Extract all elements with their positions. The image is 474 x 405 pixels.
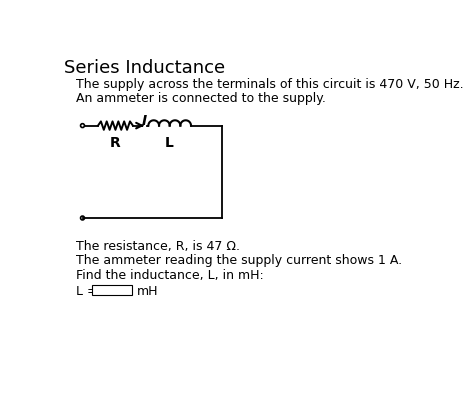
Bar <box>92 285 132 295</box>
Text: The supply across the terminals of this circuit is 470 V, 50 Hz.: The supply across the terminals of this … <box>76 78 464 91</box>
Text: mH: mH <box>137 285 158 298</box>
Text: Find the inductance, L, in mH:: Find the inductance, L, in mH: <box>76 269 264 282</box>
Text: L: L <box>165 136 174 150</box>
Text: Series Inductance: Series Inductance <box>64 60 225 77</box>
Text: R: R <box>110 136 121 150</box>
Text: I: I <box>142 114 147 128</box>
Text: L =: L = <box>76 285 102 298</box>
Text: The ammeter reading the supply current shows 1 A.: The ammeter reading the supply current s… <box>76 254 402 267</box>
Text: An ammeter is connected to the supply.: An ammeter is connected to the supply. <box>76 92 326 105</box>
Text: The resistance, R, is 47 Ω.: The resistance, R, is 47 Ω. <box>76 240 240 253</box>
